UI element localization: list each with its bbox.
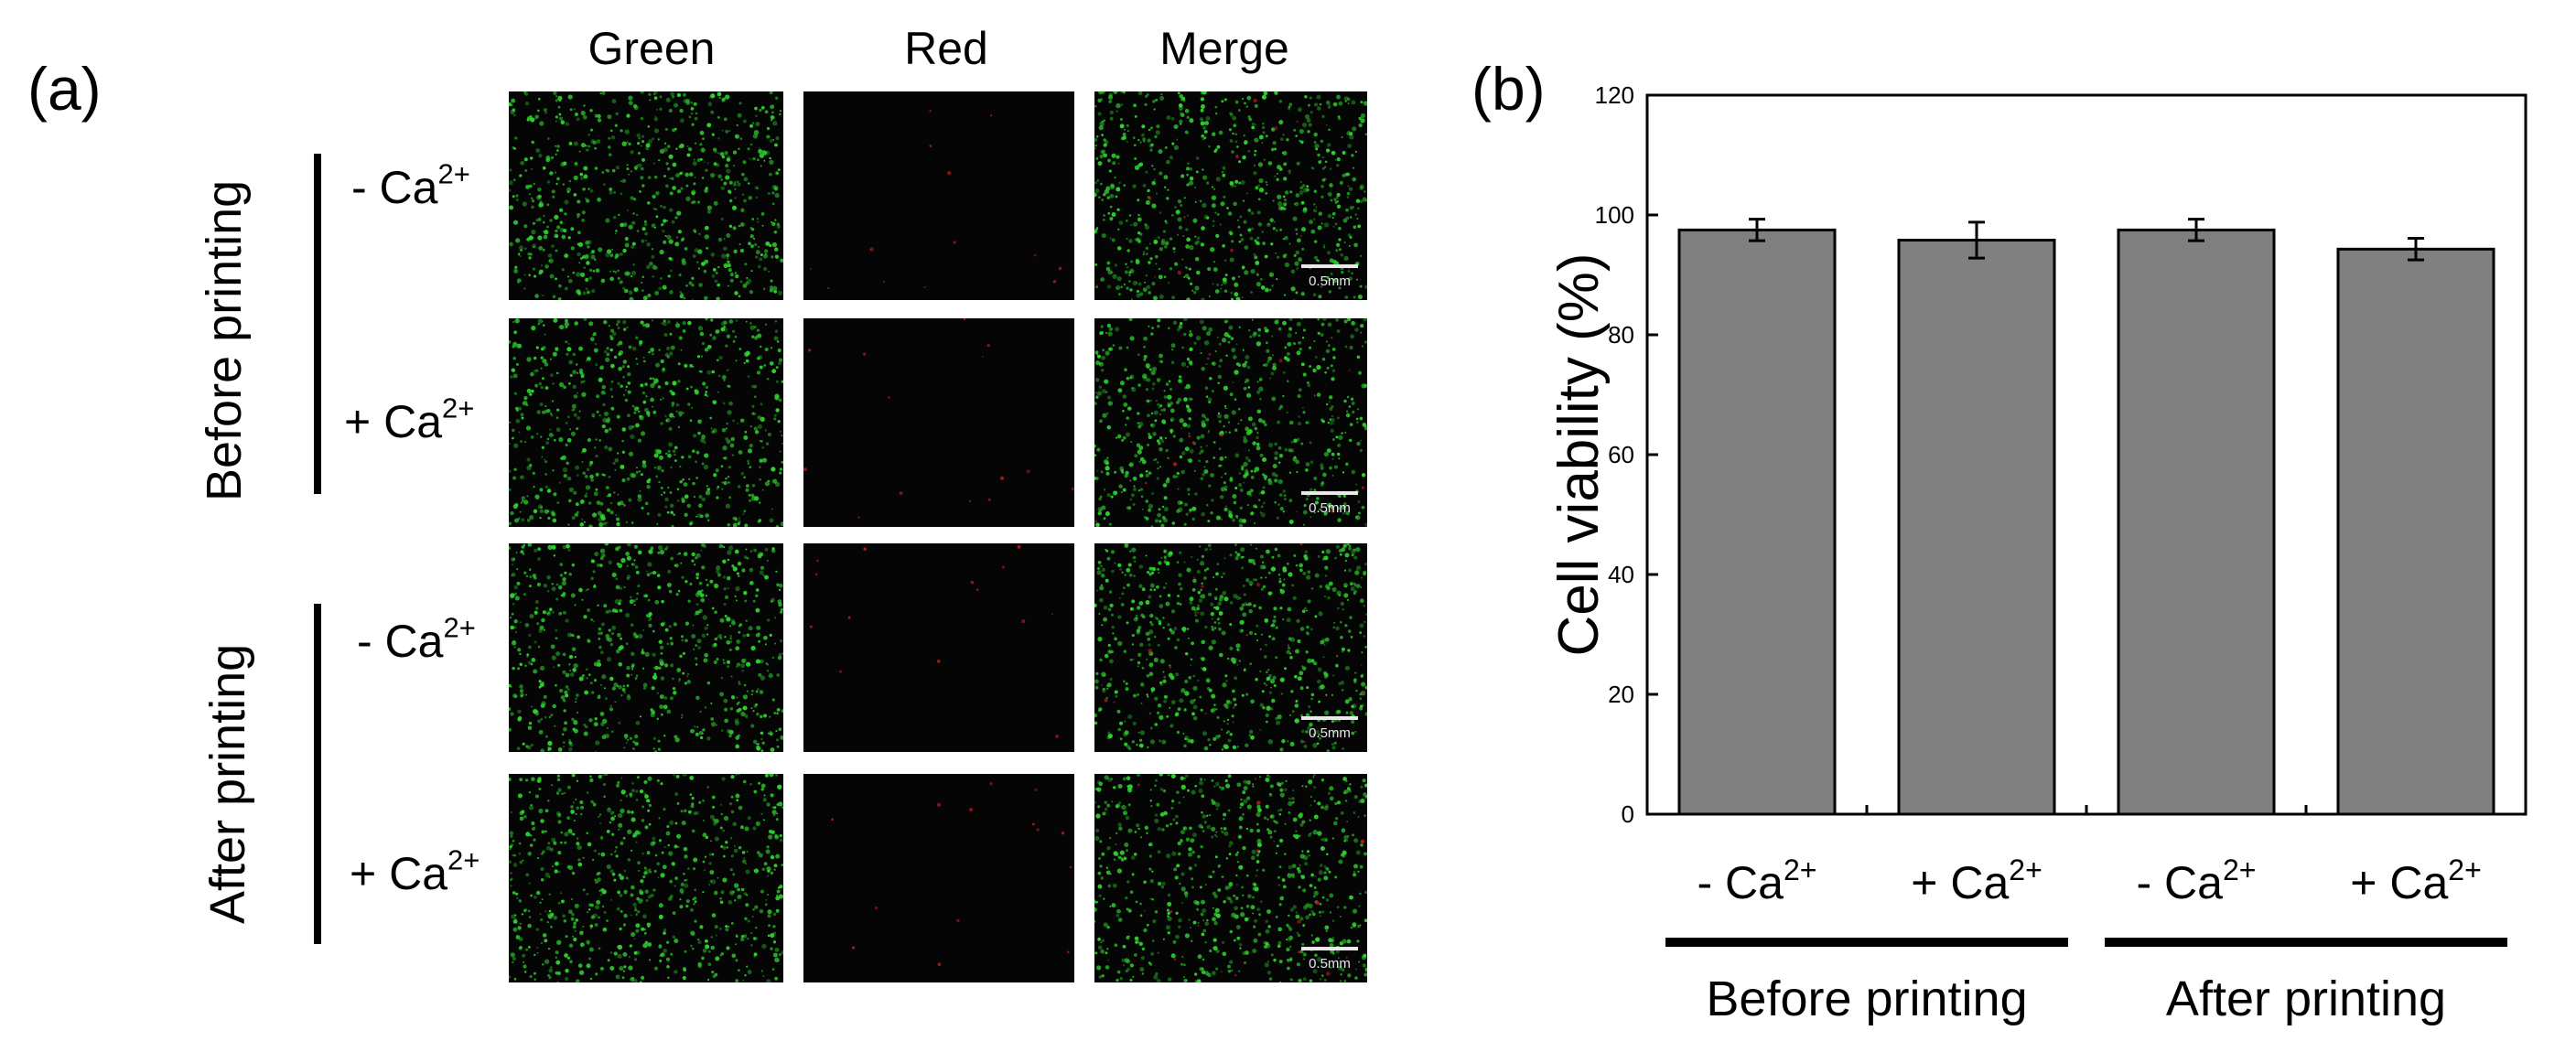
micrograph-red-after-minus-ca [803, 543, 1074, 752]
x-tick-label: + Ca2+ [2350, 853, 2482, 908]
group-label: After printing [2166, 971, 2446, 1026]
y-axis-label: Cell viability (%) [1547, 253, 1611, 657]
scale-bar-label: 0.5mm [1309, 500, 1351, 516]
cell-dots [509, 91, 783, 300]
x-tick-label: + Ca2+ [1911, 853, 2042, 908]
micrograph-red-before-plus-ca [803, 318, 1074, 527]
group-bar-before-printing [314, 154, 321, 494]
scale-bar-line [1301, 947, 1358, 950]
micrograph-green-before-plus-ca [509, 318, 783, 527]
cell-dots [1094, 91, 1367, 300]
scale-bar-label: 0.5mm [1309, 274, 1351, 289]
cell-dots [509, 774, 783, 982]
micrograph-merge-before-plus-ca: 0.5mm [1094, 318, 1367, 527]
x-tick-label: - Ca2+ [1698, 853, 1817, 908]
x-tick-label: - Ca2+ [2137, 853, 2257, 908]
row-label-before-minus-ca: - Ca2+ [351, 157, 470, 213]
scale-bar-line [1301, 491, 1358, 495]
micrograph-green-after-plus-ca [509, 774, 783, 982]
micrograph-merge-before-minus-ca: 0.5mm [1094, 91, 1367, 300]
scale-bar-line [1301, 716, 1358, 720]
row-label-before-plus-ca: + Ca2+ [344, 392, 475, 447]
y-tick-label: 80 [1608, 321, 1634, 349]
scale-bar: 0.5mm [1301, 491, 1358, 516]
bar [1677, 228, 1837, 816]
y-tick-label: 60 [1608, 441, 1634, 468]
cell-dots [509, 318, 783, 527]
y-tick-label: 40 [1608, 561, 1634, 588]
cell-dots [1094, 543, 1367, 752]
panel-b-label: (b) [1471, 55, 1546, 123]
bar [2336, 247, 2495, 816]
scale-bar-label: 0.5mm [1309, 956, 1351, 971]
cell-dots [809, 544, 1059, 738]
cell-dots [809, 110, 1062, 289]
bar [2117, 228, 2276, 816]
row-label-after-minus-ca: - Ca2+ [357, 611, 476, 667]
cell-dots [831, 781, 1072, 967]
y-tick-label: 20 [1608, 681, 1634, 708]
cell-dots [509, 543, 783, 752]
cell-dots [1094, 774, 1367, 982]
row-label-after-plus-ca: + Ca2+ [350, 843, 480, 899]
micrograph-merge-after-minus-ca: 0.5mm [1094, 543, 1367, 752]
scale-bar: 0.5mm [1301, 264, 1358, 289]
group-bar-after-printing [314, 604, 321, 944]
y-tick-label: 0 [1622, 800, 1634, 828]
column-header-merge: Merge [1159, 23, 1289, 74]
micrograph-red-before-minus-ca [803, 91, 1074, 300]
y-tick-label: 100 [1595, 201, 1634, 229]
scale-bar-label: 0.5mm [1309, 725, 1351, 741]
scale-bar-line [1301, 264, 1358, 268]
micrograph-merge-after-plus-ca: 0.5mm [1094, 774, 1367, 982]
scale-bar: 0.5mm [1301, 716, 1358, 741]
bar [1897, 239, 2056, 816]
micrograph-green-after-minus-ca [509, 543, 783, 752]
y-tick-label: 120 [1595, 81, 1634, 109]
cell-dots [803, 318, 1074, 519]
group-label: Before printing [1706, 971, 2027, 1026]
panel-a-label: (a) [27, 55, 102, 123]
column-header-red: Red [904, 23, 988, 74]
scale-bar: 0.5mm [1301, 947, 1358, 971]
cell-dots [1094, 318, 1367, 527]
column-header-green: Green [587, 23, 716, 74]
micrograph-green-before-minus-ca [509, 91, 783, 300]
micrograph-red-after-plus-ca [803, 774, 1074, 982]
